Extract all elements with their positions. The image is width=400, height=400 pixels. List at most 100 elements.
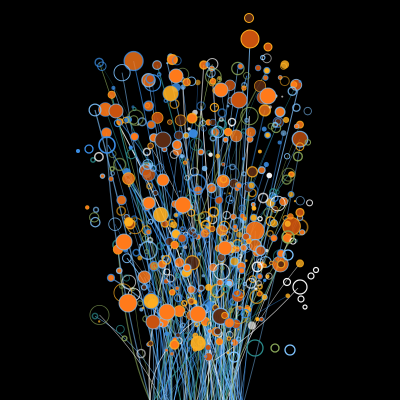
blossom-ring (147, 218, 154, 225)
blossom-seed (215, 105, 218, 108)
blossom-dot (232, 224, 238, 230)
blossom-seed (137, 255, 143, 261)
blossom-dot (154, 131, 172, 149)
blossom-dot (283, 116, 290, 124)
blossom-dot (152, 60, 162, 71)
blossom-ring (251, 261, 263, 273)
blossom-dot (147, 340, 154, 347)
blossom-dot (99, 173, 106, 179)
blossom-dot (216, 278, 224, 287)
blossom-ring (270, 193, 279, 203)
blossom-ring (229, 306, 248, 325)
blossom-ring (185, 233, 191, 238)
blossom-dot (182, 263, 192, 273)
blossom-ring (187, 208, 196, 217)
blossom-dot (118, 293, 138, 313)
blossom-dot (123, 217, 134, 227)
blossom-seed (223, 192, 226, 195)
blossom-dot (107, 90, 116, 99)
blossom-seed (274, 211, 277, 214)
blossom-dot (115, 267, 123, 275)
blossom-ring (113, 118, 123, 128)
blossom-ring (238, 204, 246, 213)
blossom-ring (146, 182, 153, 190)
blossom-ring (92, 206, 100, 213)
blossom-dot (291, 130, 309, 148)
blossom-ring (284, 344, 296, 356)
blossom-dot (179, 226, 185, 232)
blossom-dot (221, 162, 226, 167)
blossom-ring (115, 324, 125, 334)
blossom-dot (209, 225, 216, 233)
blossom-dot (106, 273, 116, 283)
blossom-ring (216, 76, 223, 83)
blossom-dot (173, 212, 179, 218)
stem (173, 295, 288, 400)
blossom-ring (94, 151, 104, 162)
blossom-ring (136, 348, 146, 359)
blossom-seed (141, 221, 144, 224)
blossom-ring (232, 288, 241, 297)
blossom-seed (187, 127, 191, 131)
blossom-dot (152, 189, 159, 196)
blossom-dot (141, 167, 156, 182)
blossom-dot (230, 213, 237, 221)
blossom-ring (281, 167, 296, 182)
blossom-seed (201, 274, 205, 278)
blossom-dot (174, 257, 185, 268)
blossom-ring (208, 127, 217, 137)
blossom-ring (109, 166, 115, 172)
blossom-seed (205, 217, 209, 221)
blossom-ring (302, 304, 308, 310)
stem (164, 319, 179, 400)
blossom-ring (295, 196, 305, 206)
stem (133, 60, 192, 400)
blossom-ring (246, 339, 264, 357)
stems (94, 39, 301, 400)
blossom-ring (227, 117, 237, 127)
blossom-seed (257, 149, 262, 154)
blossom-dot (246, 238, 252, 244)
blossom-ring (234, 241, 240, 247)
blossom-ring (257, 283, 263, 290)
blossom-ring (255, 280, 263, 287)
blossom-dot (171, 139, 183, 151)
blossom-dot (263, 66, 271, 75)
blossom-ring (137, 117, 147, 127)
blossom-ring (161, 255, 172, 265)
blossom-ring (235, 277, 243, 285)
blossom-ring (182, 332, 192, 342)
blossom-dot (182, 132, 190, 139)
blossom-dot (263, 42, 273, 52)
blossom-seed (141, 306, 145, 310)
blossom-dot (123, 50, 144, 72)
blossom-dot (293, 123, 300, 130)
blossom-ring (88, 103, 102, 117)
stem (214, 183, 235, 400)
blossom-dot (203, 354, 208, 359)
blossom-ring (218, 116, 224, 123)
blossom-seed (129, 232, 132, 235)
blossom-ring (249, 289, 265, 305)
blossom-seed (128, 145, 133, 150)
blossom-ring (274, 189, 280, 195)
blossom-seed (231, 264, 235, 268)
blossom-dot (152, 206, 169, 223)
blossom-ring (292, 151, 304, 162)
blossom-seed (111, 85, 116, 90)
blossom-ring (207, 185, 222, 199)
blossom-seed (76, 149, 80, 153)
blossom-dot (177, 233, 187, 243)
blossom-ring (90, 216, 101, 228)
blossom-ring (156, 72, 162, 77)
blossom-dot (187, 297, 196, 305)
blossom-seed (187, 296, 190, 299)
blossom-ring (221, 284, 230, 293)
blossom-dot (169, 351, 175, 357)
blossom-ring (219, 265, 225, 271)
blossom-ring (269, 188, 278, 197)
blossom-dot (145, 314, 161, 330)
blossom-ring (306, 199, 314, 207)
blossom-ring (240, 106, 259, 126)
blossom-seed (183, 245, 188, 250)
